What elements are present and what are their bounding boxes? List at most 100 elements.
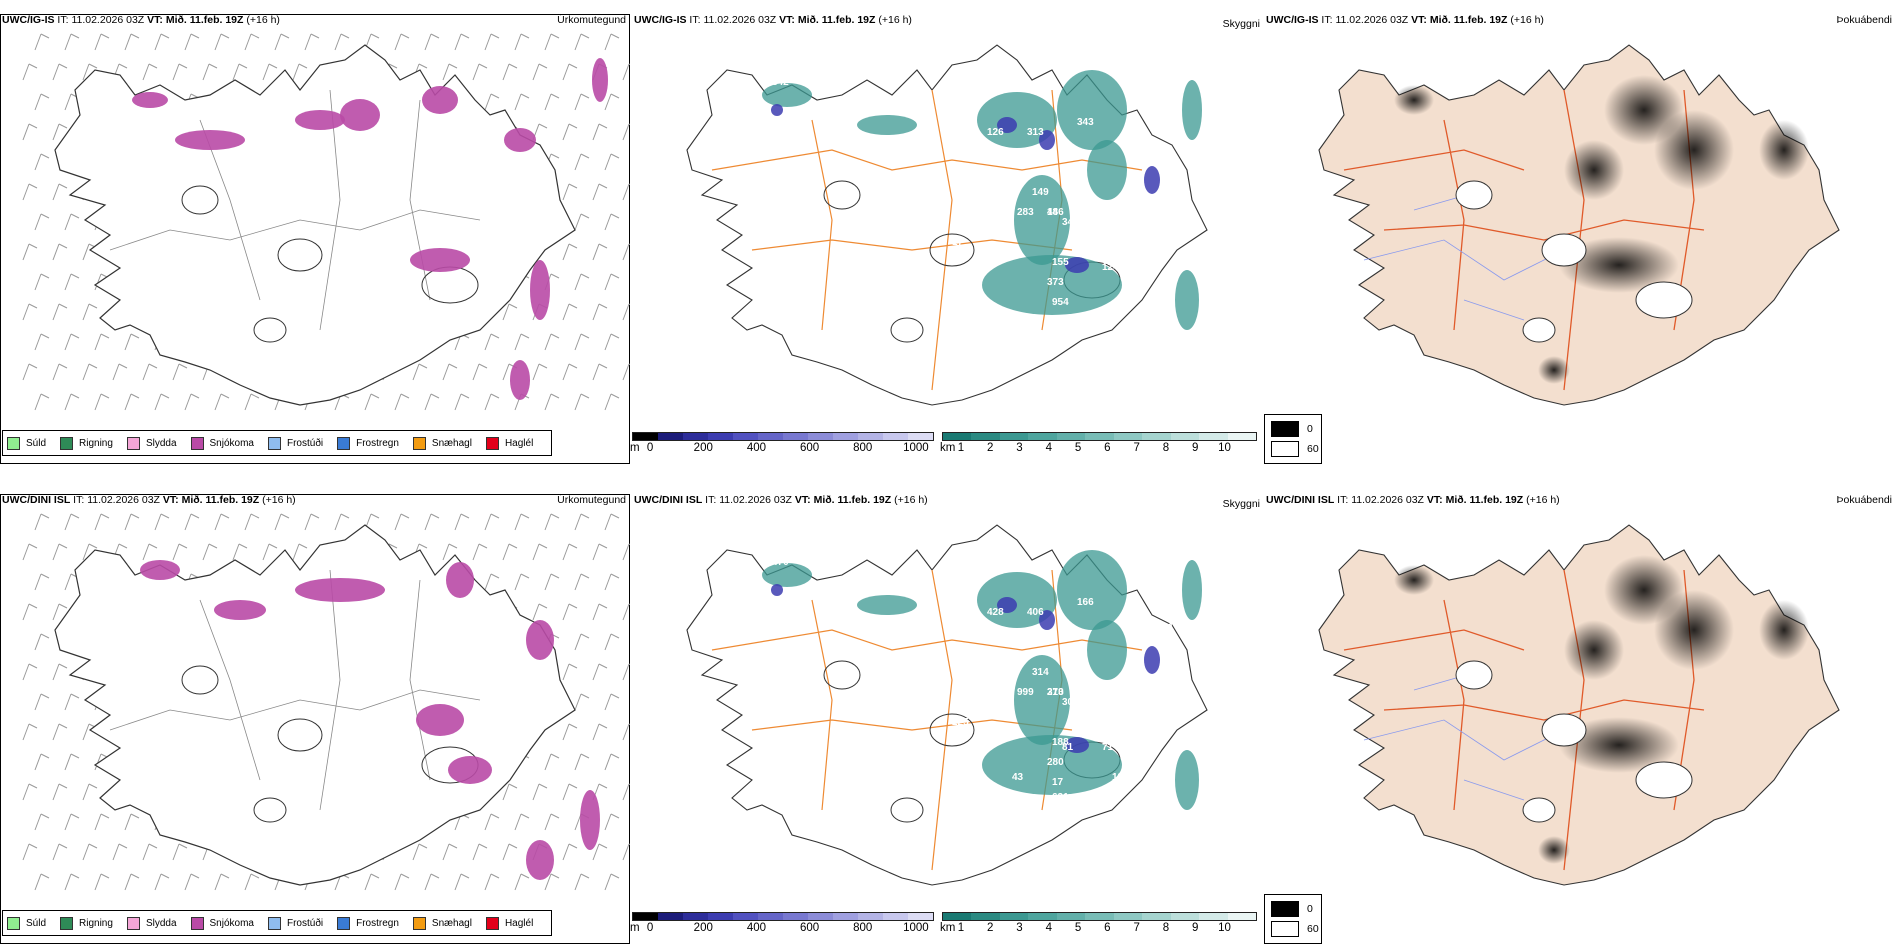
wind-barb — [544, 573, 552, 591]
wind-barb-flag — [598, 603, 608, 609]
precip-legend-item: Frostúði — [267, 916, 323, 930]
scale-unit: km — [940, 442, 956, 454]
wind-barb-flag — [538, 63, 548, 69]
color-bar-segment — [833, 433, 858, 440]
scale-tick-label: 9 — [1192, 442, 1199, 454]
legend-swatch — [1271, 441, 1299, 457]
wind-barb-flag — [538, 783, 548, 789]
wind-barb — [574, 333, 582, 351]
height-scale: m 0 200 400 600 800 1000 — [630, 912, 934, 935]
wind-barb-flag — [628, 183, 630, 186]
glacier-outline — [823, 180, 861, 210]
wind-barb — [64, 393, 72, 411]
color-bar-segment — [1142, 913, 1171, 920]
wind-barb — [424, 393, 432, 411]
glacier-outline — [253, 797, 287, 823]
snowfall-area — [526, 840, 554, 880]
wind-barb-flag — [490, 513, 500, 519]
wind-barb — [604, 33, 612, 51]
wind-barb-flag — [118, 843, 128, 849]
wind-barb — [622, 843, 630, 861]
wind-barb — [82, 843, 90, 861]
legend-label: Rigning — [79, 917, 113, 929]
legend-swatch — [126, 916, 140, 930]
wind-barb-flag — [580, 153, 590, 159]
fog-legend-item: 60 — [1271, 441, 1319, 457]
color-bar-segment — [1170, 433, 1200, 440]
wind-barb — [514, 33, 522, 51]
snowfall-area — [132, 92, 168, 108]
ceiling-value-label: 44 — [1047, 207, 1059, 218]
snowfall-area — [580, 790, 600, 850]
wind-barb — [454, 513, 462, 531]
wind-barb-flag — [550, 753, 560, 759]
wind-barb — [82, 543, 90, 561]
color-bar-segment — [908, 913, 933, 920]
ceiling-value-label: 225 — [952, 717, 969, 728]
wind-barb-flag — [580, 513, 590, 519]
wind-barb-flag — [628, 603, 630, 606]
wind-barb-flag — [100, 333, 110, 339]
wind-barb-flag — [28, 363, 38, 369]
low-visibility-area — [762, 563, 812, 587]
color-bar-segment — [858, 433, 883, 440]
wind-barb-flag — [580, 633, 590, 639]
wind-barb-flag — [490, 573, 500, 579]
wind-barb-flag — [58, 543, 68, 549]
wind-barb — [244, 513, 252, 531]
wind-barb-flag — [130, 393, 140, 399]
fog-area — [1654, 590, 1734, 670]
wind-barb-flag — [118, 543, 128, 549]
wind-barb — [502, 783, 510, 801]
wind-barb-flag — [130, 33, 140, 39]
wind-barb — [202, 63, 210, 81]
scale-tick-label: 600 — [799, 442, 820, 454]
wind-barb — [94, 753, 102, 771]
fog-area — [1564, 140, 1624, 200]
wind-barb — [622, 63, 630, 81]
wind-barb — [592, 183, 600, 201]
wind-barb-flag — [28, 303, 38, 309]
color-bar-segment — [943, 913, 972, 920]
glacier-outline — [1455, 660, 1493, 690]
wind-barb-flag — [238, 543, 248, 549]
wind-barb — [442, 543, 450, 561]
road-network — [1343, 569, 1705, 871]
wind-barb-flag — [88, 303, 98, 309]
wind-barb — [562, 63, 570, 81]
wind-barb — [574, 693, 582, 711]
color-bar-segment — [999, 433, 1029, 440]
wind-barb — [622, 543, 630, 561]
wind-barb — [424, 513, 432, 531]
wind-barb — [52, 243, 60, 261]
wind-barb — [514, 873, 522, 891]
legend-label: Snjókoma — [209, 917, 254, 929]
wind-barb — [214, 873, 222, 891]
wind-barb — [94, 873, 102, 891]
wind-barb — [52, 783, 60, 801]
ceiling-value-label: 186 — [1047, 207, 1064, 218]
road-network — [711, 569, 1143, 871]
low-visibility-area — [1087, 620, 1127, 680]
wind-barb — [604, 753, 612, 771]
wind-barb — [592, 843, 600, 861]
glacier-outline — [1522, 797, 1556, 823]
scale-tick-label: 0 — [646, 922, 654, 934]
fog-area — [1538, 836, 1570, 864]
road-network — [109, 569, 481, 811]
legend-label: Slydda — [145, 437, 177, 449]
wind-barb-flag — [400, 33, 410, 39]
scale-tick-label: 2 — [986, 442, 994, 454]
wind-barb — [262, 63, 270, 81]
wind-barb — [304, 513, 312, 531]
wind-barb — [622, 363, 630, 381]
color-bar-segment — [633, 913, 658, 920]
wind-barb-flag — [490, 393, 500, 399]
scale-tick-label: 200 — [693, 442, 713, 454]
wind-barb-flag — [58, 783, 68, 789]
wind-barb — [22, 63, 30, 81]
wind-barb — [52, 183, 60, 201]
legend-label: Frostregn — [356, 437, 399, 449]
precip-legend-item: Frostúði — [267, 436, 323, 450]
low-visibility-area — [1057, 550, 1127, 630]
